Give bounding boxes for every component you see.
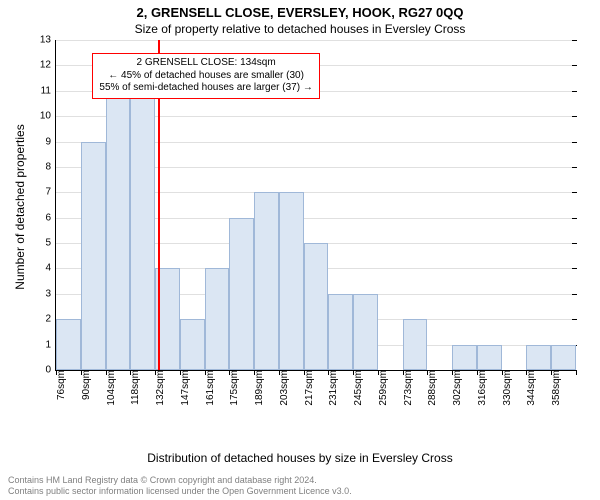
ytick-mark [572, 40, 577, 41]
xtick-label: 203sqm [275, 370, 290, 406]
histogram-bar [279, 192, 304, 370]
ytick-label: 12 [40, 60, 56, 71]
xtick-label: 245sqm [349, 370, 364, 406]
histogram-bar [353, 294, 378, 370]
xtick-label: 90sqm [77, 370, 92, 400]
histogram-bar [56, 319, 81, 370]
xtick-label: 259sqm [374, 370, 389, 406]
ytick-label: 1 [45, 339, 56, 350]
histogram-bar [477, 345, 502, 370]
xtick-label: 175sqm [225, 370, 240, 406]
xtick-label: 358sqm [547, 370, 562, 406]
histogram-bar [254, 192, 279, 370]
footer-line1: Contains HM Land Registry data © Crown c… [8, 475, 352, 486]
ytick-label: 3 [45, 288, 56, 299]
histogram-bar [403, 319, 428, 370]
histogram-bar [551, 345, 576, 370]
ytick-label: 2 [45, 314, 56, 325]
footer-attribution: Contains HM Land Registry data © Crown c… [8, 475, 352, 497]
ytick-mark [572, 243, 577, 244]
xtick-label: 189sqm [250, 370, 265, 406]
histogram-bar [526, 345, 551, 370]
ytick-mark [572, 294, 577, 295]
ytick-mark [572, 268, 577, 269]
annotation-line: 55% of semi-detached houses are larger (… [99, 82, 312, 95]
histogram-bar [81, 142, 106, 370]
chart-container: 2, GRENSELL CLOSE, EVERSLEY, HOOK, RG27 … [0, 0, 600, 500]
x-axis-label: Distribution of detached houses by size … [0, 451, 600, 465]
ytick-mark [572, 218, 577, 219]
histogram-bar [328, 294, 353, 370]
footer-line2: Contains public sector information licen… [8, 486, 352, 497]
xtick-label: 288sqm [423, 370, 438, 406]
xtick-mark [576, 370, 577, 375]
ytick-mark [572, 142, 577, 143]
xtick-label: 217sqm [300, 370, 315, 406]
histogram-bar [130, 65, 155, 370]
ytick-label: 7 [45, 187, 56, 198]
xtick-label: 231sqm [324, 370, 339, 406]
annotation-line: ← 45% of detached houses are smaller (30… [99, 70, 312, 83]
xtick-label: 76sqm [52, 370, 67, 400]
histogram-bar [304, 243, 329, 370]
xtick-label: 330sqm [498, 370, 513, 406]
plot-area: 01234567891011121376sqm90sqm104sqm118sqm… [55, 40, 576, 371]
histogram-bar [180, 319, 205, 370]
xtick-label: 147sqm [176, 370, 191, 406]
xtick-label: 132sqm [151, 370, 166, 406]
histogram-bar [205, 268, 230, 370]
ytick-mark [572, 319, 577, 320]
ytick-mark [572, 192, 577, 193]
ytick-mark [572, 167, 577, 168]
ytick-label: 13 [40, 35, 56, 46]
xtick-label: 273sqm [399, 370, 414, 406]
xtick-label: 161sqm [201, 370, 216, 406]
xtick-label: 118sqm [126, 370, 141, 405]
annotation-box: 2 GRENSELL CLOSE: 134sqm← 45% of detache… [92, 53, 319, 99]
ytick-label: 9 [45, 136, 56, 147]
xtick-label: 104sqm [102, 370, 117, 406]
histogram-bar [452, 345, 477, 370]
ytick-label: 6 [45, 212, 56, 223]
y-axis-label: Number of detached properties [13, 107, 27, 307]
ytick-mark [572, 65, 577, 66]
ytick-label: 10 [40, 111, 56, 122]
histogram-bar [106, 91, 131, 370]
ytick-label: 8 [45, 161, 56, 172]
ytick-label: 5 [45, 238, 56, 249]
annotation-line: 2 GRENSELL CLOSE: 134sqm [99, 57, 312, 70]
histogram-bar [229, 218, 254, 370]
ytick-mark [572, 91, 577, 92]
ytick-mark [572, 116, 577, 117]
ytick-label: 4 [45, 263, 56, 274]
ytick-label: 11 [41, 85, 56, 96]
chart-title-line1: 2, GRENSELL CLOSE, EVERSLEY, HOOK, RG27 … [0, 5, 600, 20]
xtick-label: 344sqm [522, 370, 537, 406]
xtick-label: 316sqm [473, 370, 488, 406]
gridline [56, 40, 576, 41]
chart-title-line2: Size of property relative to detached ho… [0, 22, 600, 36]
xtick-label: 302sqm [448, 370, 463, 406]
